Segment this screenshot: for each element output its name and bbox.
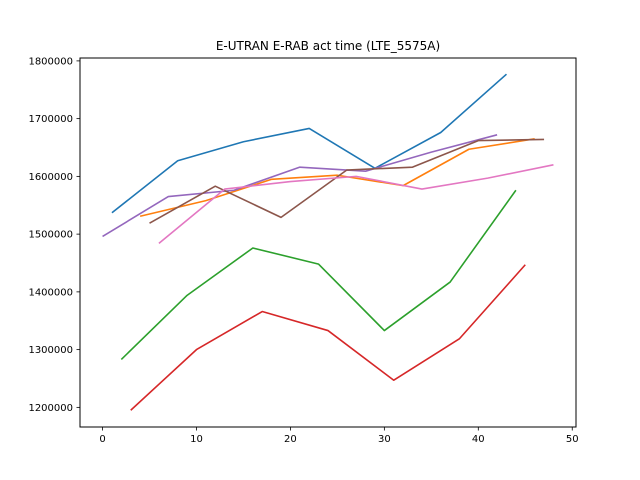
y-tick-label: 1300000 [28, 345, 73, 356]
series-layer [102, 73, 554, 411]
y-tick-label: 1500000 [28, 230, 73, 241]
plot-frame [79, 57, 577, 428]
x-tick-label: 50 [566, 434, 579, 445]
y-tick-label: 1200000 [28, 403, 73, 414]
series-line-7 [158, 164, 554, 244]
y-axis: 1200000 1300000 1400000 1500000 1600000 17000… [28, 56, 80, 414]
series-line-4 [130, 264, 526, 411]
chart-title: E-UTRAN E-RAB act time (LTE_5575A) [216, 39, 440, 53]
series-line-2 [139, 138, 535, 218]
series-line-6 [149, 138, 545, 224]
x-tick-label: 30 [378, 434, 391, 445]
x-tick-label: 10 [190, 434, 203, 445]
x-axis: 0 10 20 30 40 50 [99, 427, 579, 445]
series-line-3 [120, 189, 517, 361]
x-tick-label: 20 [284, 434, 297, 445]
y-tick-label: 1700000 [28, 114, 73, 125]
x-tick-label: 0 [99, 434, 105, 445]
x-tick-label: 40 [472, 434, 485, 445]
y-tick-label: 1600000 [28, 172, 73, 183]
series-line-1 [111, 73, 508, 214]
y-tick-label: 1400000 [28, 287, 73, 298]
series-line-5 [102, 134, 498, 238]
y-tick-label: 1800000 [28, 56, 73, 67]
